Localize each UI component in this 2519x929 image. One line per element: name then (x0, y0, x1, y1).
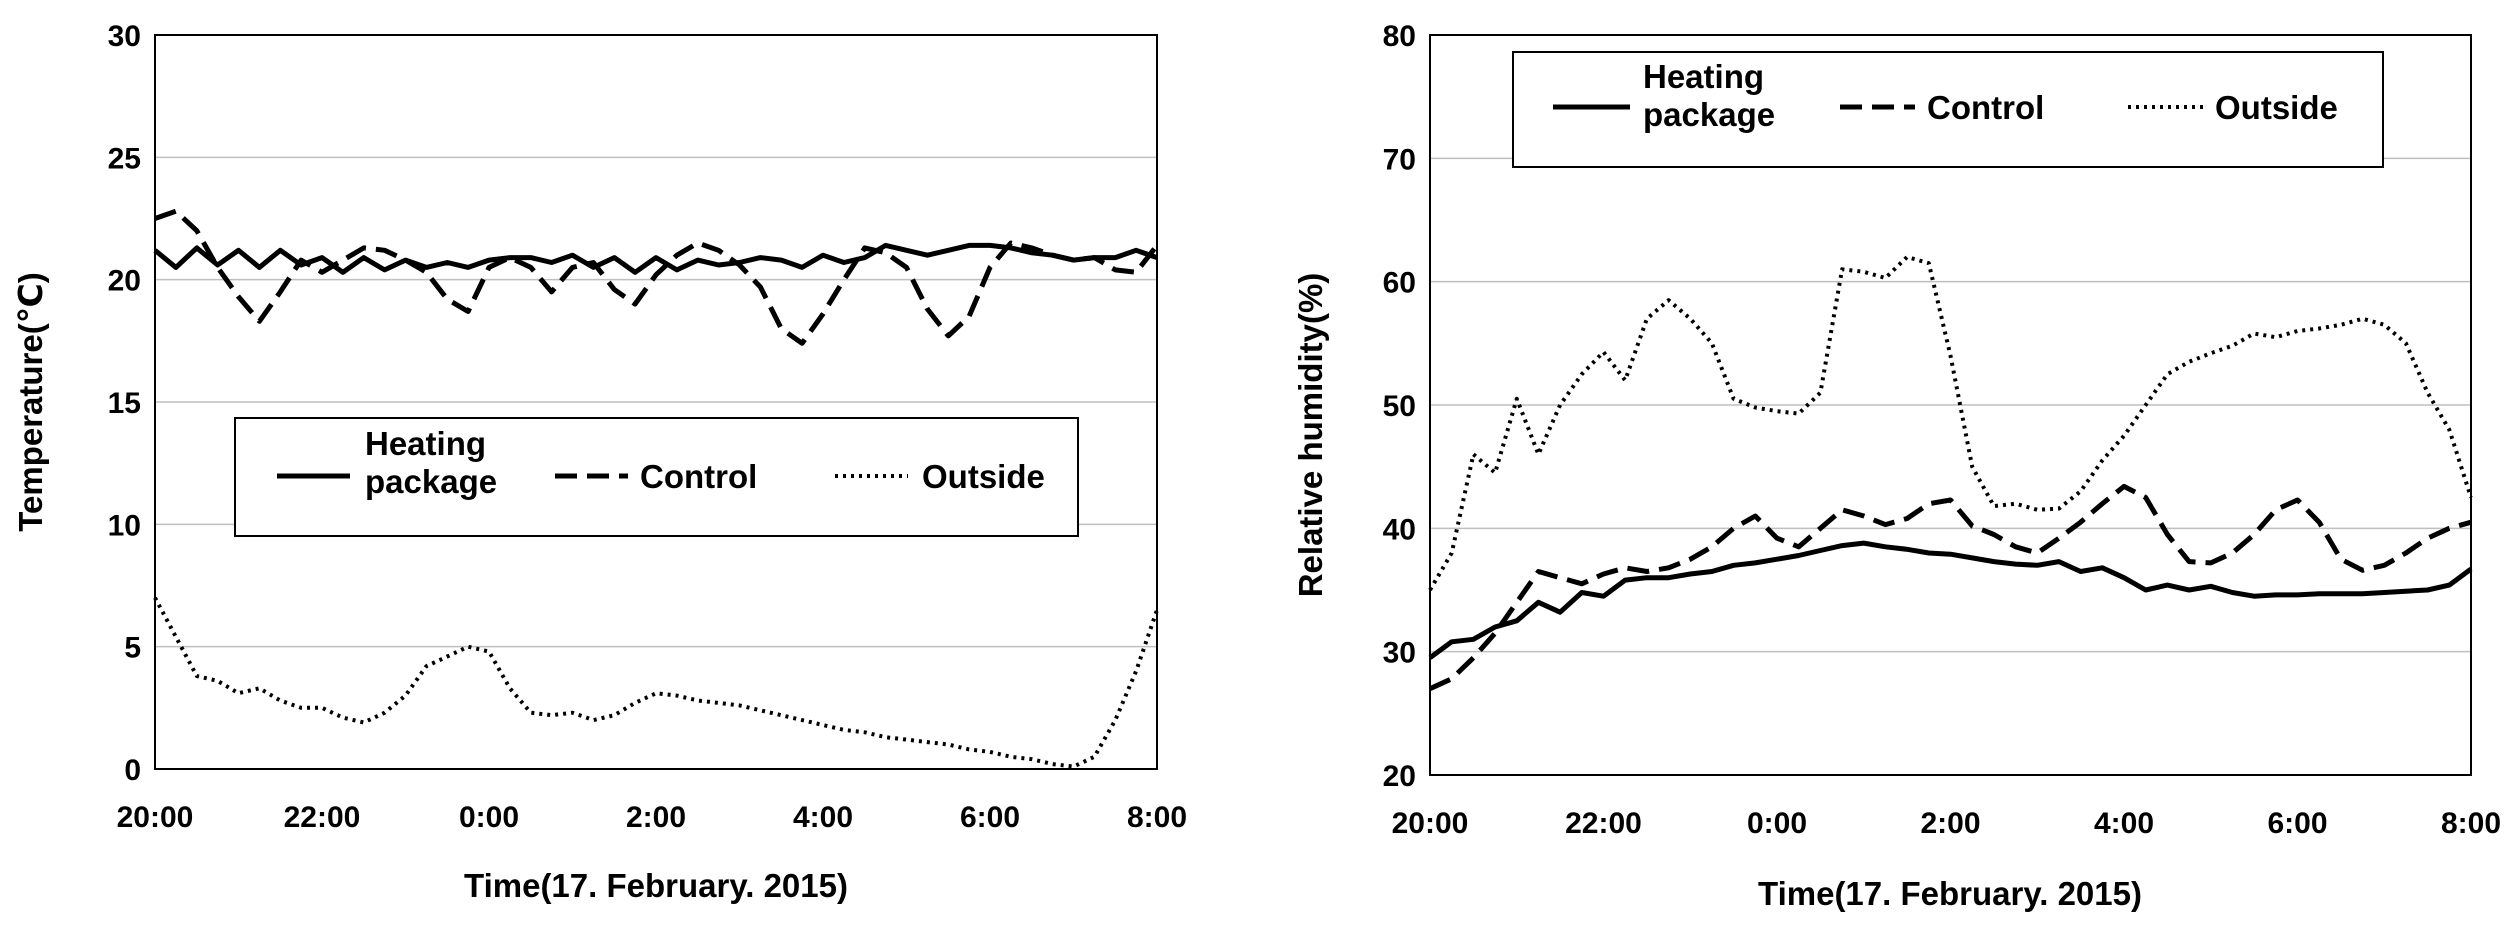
temperature-x-tick-label-5: 6:00 (960, 801, 1020, 834)
temperature-series (153, 208, 1159, 769)
temperature-legend-label-control: Control (640, 458, 757, 495)
temperature-x-tick-label-1: 22:00 (284, 801, 361, 834)
humidity-y-tick-label-40: 40 (1383, 513, 1416, 546)
humidity-y-tick-label-80: 80 (1383, 20, 1416, 53)
humidity-legend: Heating package Control Outside (1512, 51, 2384, 168)
temperature-legend-label-outside: Outside (922, 458, 1045, 495)
temperature-series-control (154, 208, 1159, 346)
temperature-gridlines (155, 156, 1157, 648)
humidity-series-outside (1428, 255, 2473, 592)
humidity-y-axis-title: Relative humidity(%) (1292, 273, 1329, 598)
humidity-x-tick-label-1: 22:00 (1565, 807, 1642, 840)
temperature-x-tick-label-3: 2:00 (626, 801, 686, 834)
humidity-series-heating-package (1428, 540, 2473, 660)
temperature-chart: 0 5 10 15 20 25 30 20:00 22:00 0:00 2:00 4:00 6:00 8… (12, 20, 1187, 904)
humidity-x-tick-label-6: 8:00 (2441, 807, 2501, 840)
temperature-y-tick-label-5: 5 (124, 632, 141, 665)
humidity-x-tick-label-2: 0:00 (1747, 807, 1807, 840)
temperature-legend-label-heating-package: Heating package (365, 425, 497, 500)
temperature-plot-area (154, 34, 1158, 770)
temperature-y-tick-label-20: 20 (108, 265, 141, 298)
humidity-x-tick-label-5: 6:00 (2267, 807, 2327, 840)
humidity-y-tick-label-50: 50 (1383, 390, 1416, 423)
temperature-series-outside (153, 596, 1159, 769)
temperature-x-axis-title: Time(17. February. 2015) (464, 867, 848, 904)
humidity-y-tick-label-20: 20 (1383, 760, 1416, 793)
temperature-legend: Heating package Control Outside (234, 417, 1079, 537)
temperature-y-ticks: 0 5 10 15 20 25 30 (108, 20, 141, 787)
humidity-series-control (1428, 483, 2472, 691)
humidity-legend-label-outside: Outside (2215, 89, 2338, 126)
humidity-plot-area (1429, 34, 2472, 776)
temperature-y-tick-label-0: 0 (124, 754, 141, 787)
humidity-x-tick-label-4: 4:00 (2094, 807, 2154, 840)
humidity-x-ticks: 20:00 22:00 0:00 2:00 4:00 6:00 8:00 (1392, 807, 2501, 840)
humidity-x-tick-label-0: 20:00 (1392, 807, 1469, 840)
temperature-y-tick-label-10: 10 (108, 509, 141, 542)
humidity-y-tick-label-70: 70 (1383, 143, 1416, 176)
humidity-y-ticks: 20 30 40 50 60 70 80 (1383, 20, 1416, 793)
temperature-y-tick-label-25: 25 (108, 142, 141, 175)
temperature-x-tick-label-4: 4:00 (793, 801, 853, 834)
temperature-x-ticks: 20:00 22:00 0:00 2:00 4:00 6:00 8:00 (117, 801, 1187, 834)
temperature-y-tick-label-15: 15 (108, 387, 141, 420)
humidity-series (1428, 255, 2473, 691)
temperature-x-tick-label-0: 20:00 (117, 801, 194, 834)
humidity-legend-box (1512, 51, 2384, 168)
temperature-legend-box (234, 417, 1079, 537)
temperature-series-heating-package (153, 242, 1158, 275)
humidity-legend-label-heating-package: Heating package (1643, 58, 1775, 133)
temperature-x-tick-label-2: 0:00 (459, 801, 519, 834)
humidity-y-tick-label-30: 30 (1383, 637, 1416, 670)
humidity-chart: 20 30 40 50 60 70 80 20:00 22:00 0:00 2:00 4:00 6:0… (1292, 20, 2501, 912)
temperature-y-tick-label-30: 30 (108, 20, 141, 53)
humidity-x-tick-label-3: 2:00 (1920, 807, 1980, 840)
humidity-legend-label-control: Control (1927, 89, 2044, 126)
temperature-x-tick-label-6: 8:00 (1127, 801, 1187, 834)
temperature-y-axis-title: Temperature(℃) (12, 272, 49, 531)
humidity-x-axis-title: Time(17. February. 2015) (1758, 875, 2142, 912)
humidity-y-tick-label-60: 60 (1383, 267, 1416, 300)
humidity-gridlines (1430, 157, 2471, 653)
